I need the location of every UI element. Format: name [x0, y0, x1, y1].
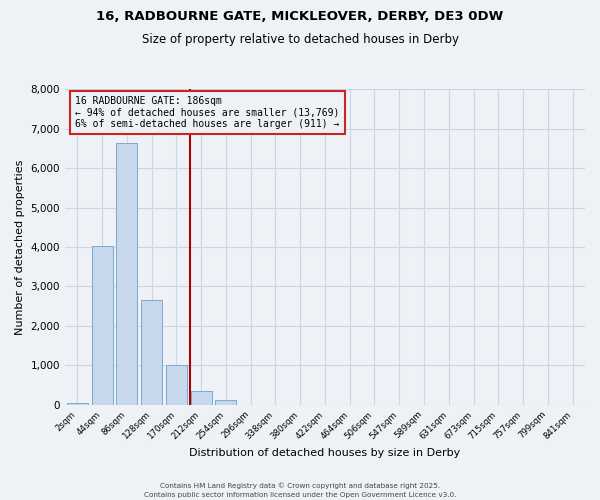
Text: Size of property relative to detached houses in Derby: Size of property relative to detached ho…: [142, 32, 458, 46]
Bar: [92, 246, 113, 404]
Text: 16, RADBOURNE GATE, MICKLEOVER, DERBY, DE3 0DW: 16, RADBOURNE GATE, MICKLEOVER, DERBY, D…: [97, 10, 503, 23]
Text: 16 RADBOURNE GATE: 186sqm
← 94% of detached houses are smaller (13,769)
6% of se: 16 RADBOURNE GATE: 186sqm ← 94% of detac…: [76, 96, 340, 129]
Bar: [215, 400, 236, 404]
Text: Contains HM Land Registry data © Crown copyright and database right 2025.: Contains HM Land Registry data © Crown c…: [160, 482, 440, 489]
Bar: [116, 142, 137, 404]
Bar: [67, 402, 88, 404]
Bar: [166, 366, 187, 405]
Bar: [191, 392, 212, 404]
X-axis label: Distribution of detached houses by size in Derby: Distribution of detached houses by size …: [190, 448, 461, 458]
Bar: [141, 300, 162, 405]
Y-axis label: Number of detached properties: Number of detached properties: [15, 160, 25, 335]
Text: Contains public sector information licensed under the Open Government Licence v3: Contains public sector information licen…: [144, 492, 456, 498]
